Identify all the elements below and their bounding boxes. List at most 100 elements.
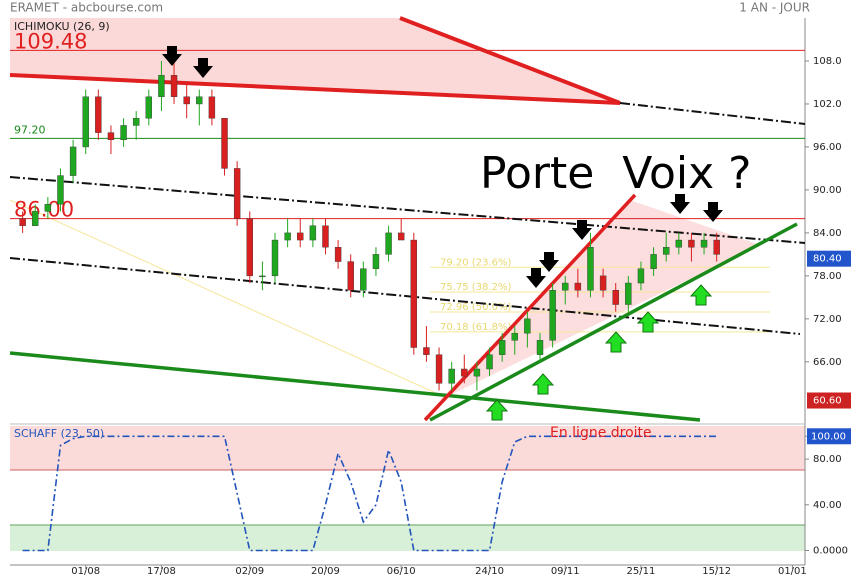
- level-label: 86.00: [14, 198, 74, 222]
- annotation: Porte Voix ?: [480, 148, 751, 199]
- candle-body: [587, 247, 594, 291]
- trend-line: [423, 193, 637, 422]
- x-tick-label: 02/09: [235, 566, 264, 577]
- candle-body: [486, 354, 493, 370]
- candle-body: [107, 132, 115, 140]
- candle-body: [69, 146, 77, 176]
- candle-body: [309, 225, 317, 241]
- candle-body: [713, 239, 720, 255]
- value-box-label: 100.00: [811, 431, 846, 442]
- x-tick-label: 24/10: [475, 566, 504, 577]
- candle-body: [423, 347, 430, 355]
- candle-body: [120, 125, 127, 140]
- arrow-down: [162, 46, 182, 66]
- candle-body: [536, 340, 544, 355]
- fib-diag: [9, 199, 441, 396]
- candle-body: [297, 232, 304, 241]
- candle-body: [334, 247, 342, 262]
- x-tick-label: 20/09: [311, 566, 340, 577]
- x-tick-label: 09/11: [551, 566, 580, 577]
- arrow-up: [485, 399, 509, 421]
- y-tick-label: 90.00: [813, 185, 842, 196]
- candle-body: [562, 282, 569, 291]
- value-box-label: 60.60: [813, 396, 842, 407]
- candle-body: [57, 175, 64, 205]
- candle-body: [170, 75, 178, 97]
- trend-line: [619, 102, 806, 125]
- osc-zone-low: [10, 525, 805, 551]
- trend-line: [9, 257, 801, 335]
- candle-body: [44, 204, 52, 212]
- arrow-down: [539, 252, 559, 272]
- candle-body: [221, 118, 228, 169]
- arrow-up: [636, 311, 660, 333]
- trend-line: [9, 351, 701, 422]
- candle-body: [637, 268, 645, 284]
- candle-body: [145, 96, 153, 119]
- candle-body: [448, 368, 455, 384]
- candle-body: [183, 96, 190, 105]
- value-box: [807, 428, 851, 445]
- candle-body: [700, 239, 708, 248]
- candle-body: [397, 232, 405, 241]
- candle-body: [549, 289, 556, 341]
- value-box: [807, 392, 851, 409]
- trend-line: [399, 16, 621, 105]
- x-tick-label: 06/10: [387, 566, 416, 577]
- y-tick-label: 66.00: [813, 357, 842, 368]
- candle-body: [246, 218, 253, 277]
- y-tick-label: 108.0: [813, 56, 842, 67]
- fib-label: 75.75 (38.2%): [440, 282, 511, 293]
- fib-label: 72.96 (50.0%): [440, 302, 511, 313]
- candle-body: [511, 332, 518, 341]
- candle-body: [19, 218, 26, 226]
- y-tick-label: 84.00: [813, 228, 842, 239]
- arrow-down: [670, 194, 690, 214]
- candle-body: [473, 368, 481, 377]
- y-tick-label: 0.0000: [813, 545, 848, 556]
- arrow-down: [193, 58, 213, 78]
- y-tick-label: 40.00: [813, 500, 842, 511]
- level-label: 109.48: [14, 29, 87, 53]
- y-tick-label: 72.00: [813, 314, 842, 325]
- value-box-label: 80.40: [813, 254, 842, 265]
- x-tick-label: 01/08: [71, 566, 100, 577]
- osc-name: SCHAFF (23, 50): [14, 427, 104, 440]
- candle-body: [599, 275, 607, 291]
- value-box: [807, 250, 851, 267]
- arrow-up: [604, 331, 628, 353]
- chart-title: ERAMET - abcbourse.com: [10, 1, 163, 15]
- oscillator-line: [22, 435, 717, 552]
- candle-body: [271, 239, 279, 277]
- candle-body: [574, 282, 582, 291]
- period: 1 AN - JOUR: [739, 1, 810, 15]
- arrow-down: [572, 220, 592, 240]
- y-tick-label: 78.00: [813, 271, 842, 282]
- candle-body: [385, 232, 392, 255]
- candle-body: [410, 239, 418, 348]
- candle-body: [32, 211, 39, 226]
- trend-line: [9, 176, 806, 244]
- candle-body: [322, 225, 329, 248]
- fib-label: 70.18 (61.8%): [440, 322, 511, 333]
- candle-body: [158, 75, 165, 97]
- candle-body: [650, 254, 657, 269]
- trend-line: [429, 222, 798, 422]
- candle-body: [498, 340, 506, 355]
- candle-body: [435, 354, 443, 384]
- candle-body: [675, 239, 683, 248]
- x-tick-label: 17/08: [147, 566, 176, 577]
- y-tick-label: 102.0: [813, 99, 842, 110]
- trend-line: [9, 73, 621, 105]
- fib-label: 79.20 (23.6%): [440, 257, 511, 268]
- y-tick-label: 80.00: [813, 454, 842, 465]
- candle-body: [233, 168, 241, 219]
- candle-body: [196, 96, 203, 105]
- candle-body: [259, 275, 266, 278]
- candle-body: [372, 254, 380, 269]
- candle-body: [625, 282, 632, 305]
- candle-body: [95, 96, 102, 133]
- candle-body: [132, 118, 140, 126]
